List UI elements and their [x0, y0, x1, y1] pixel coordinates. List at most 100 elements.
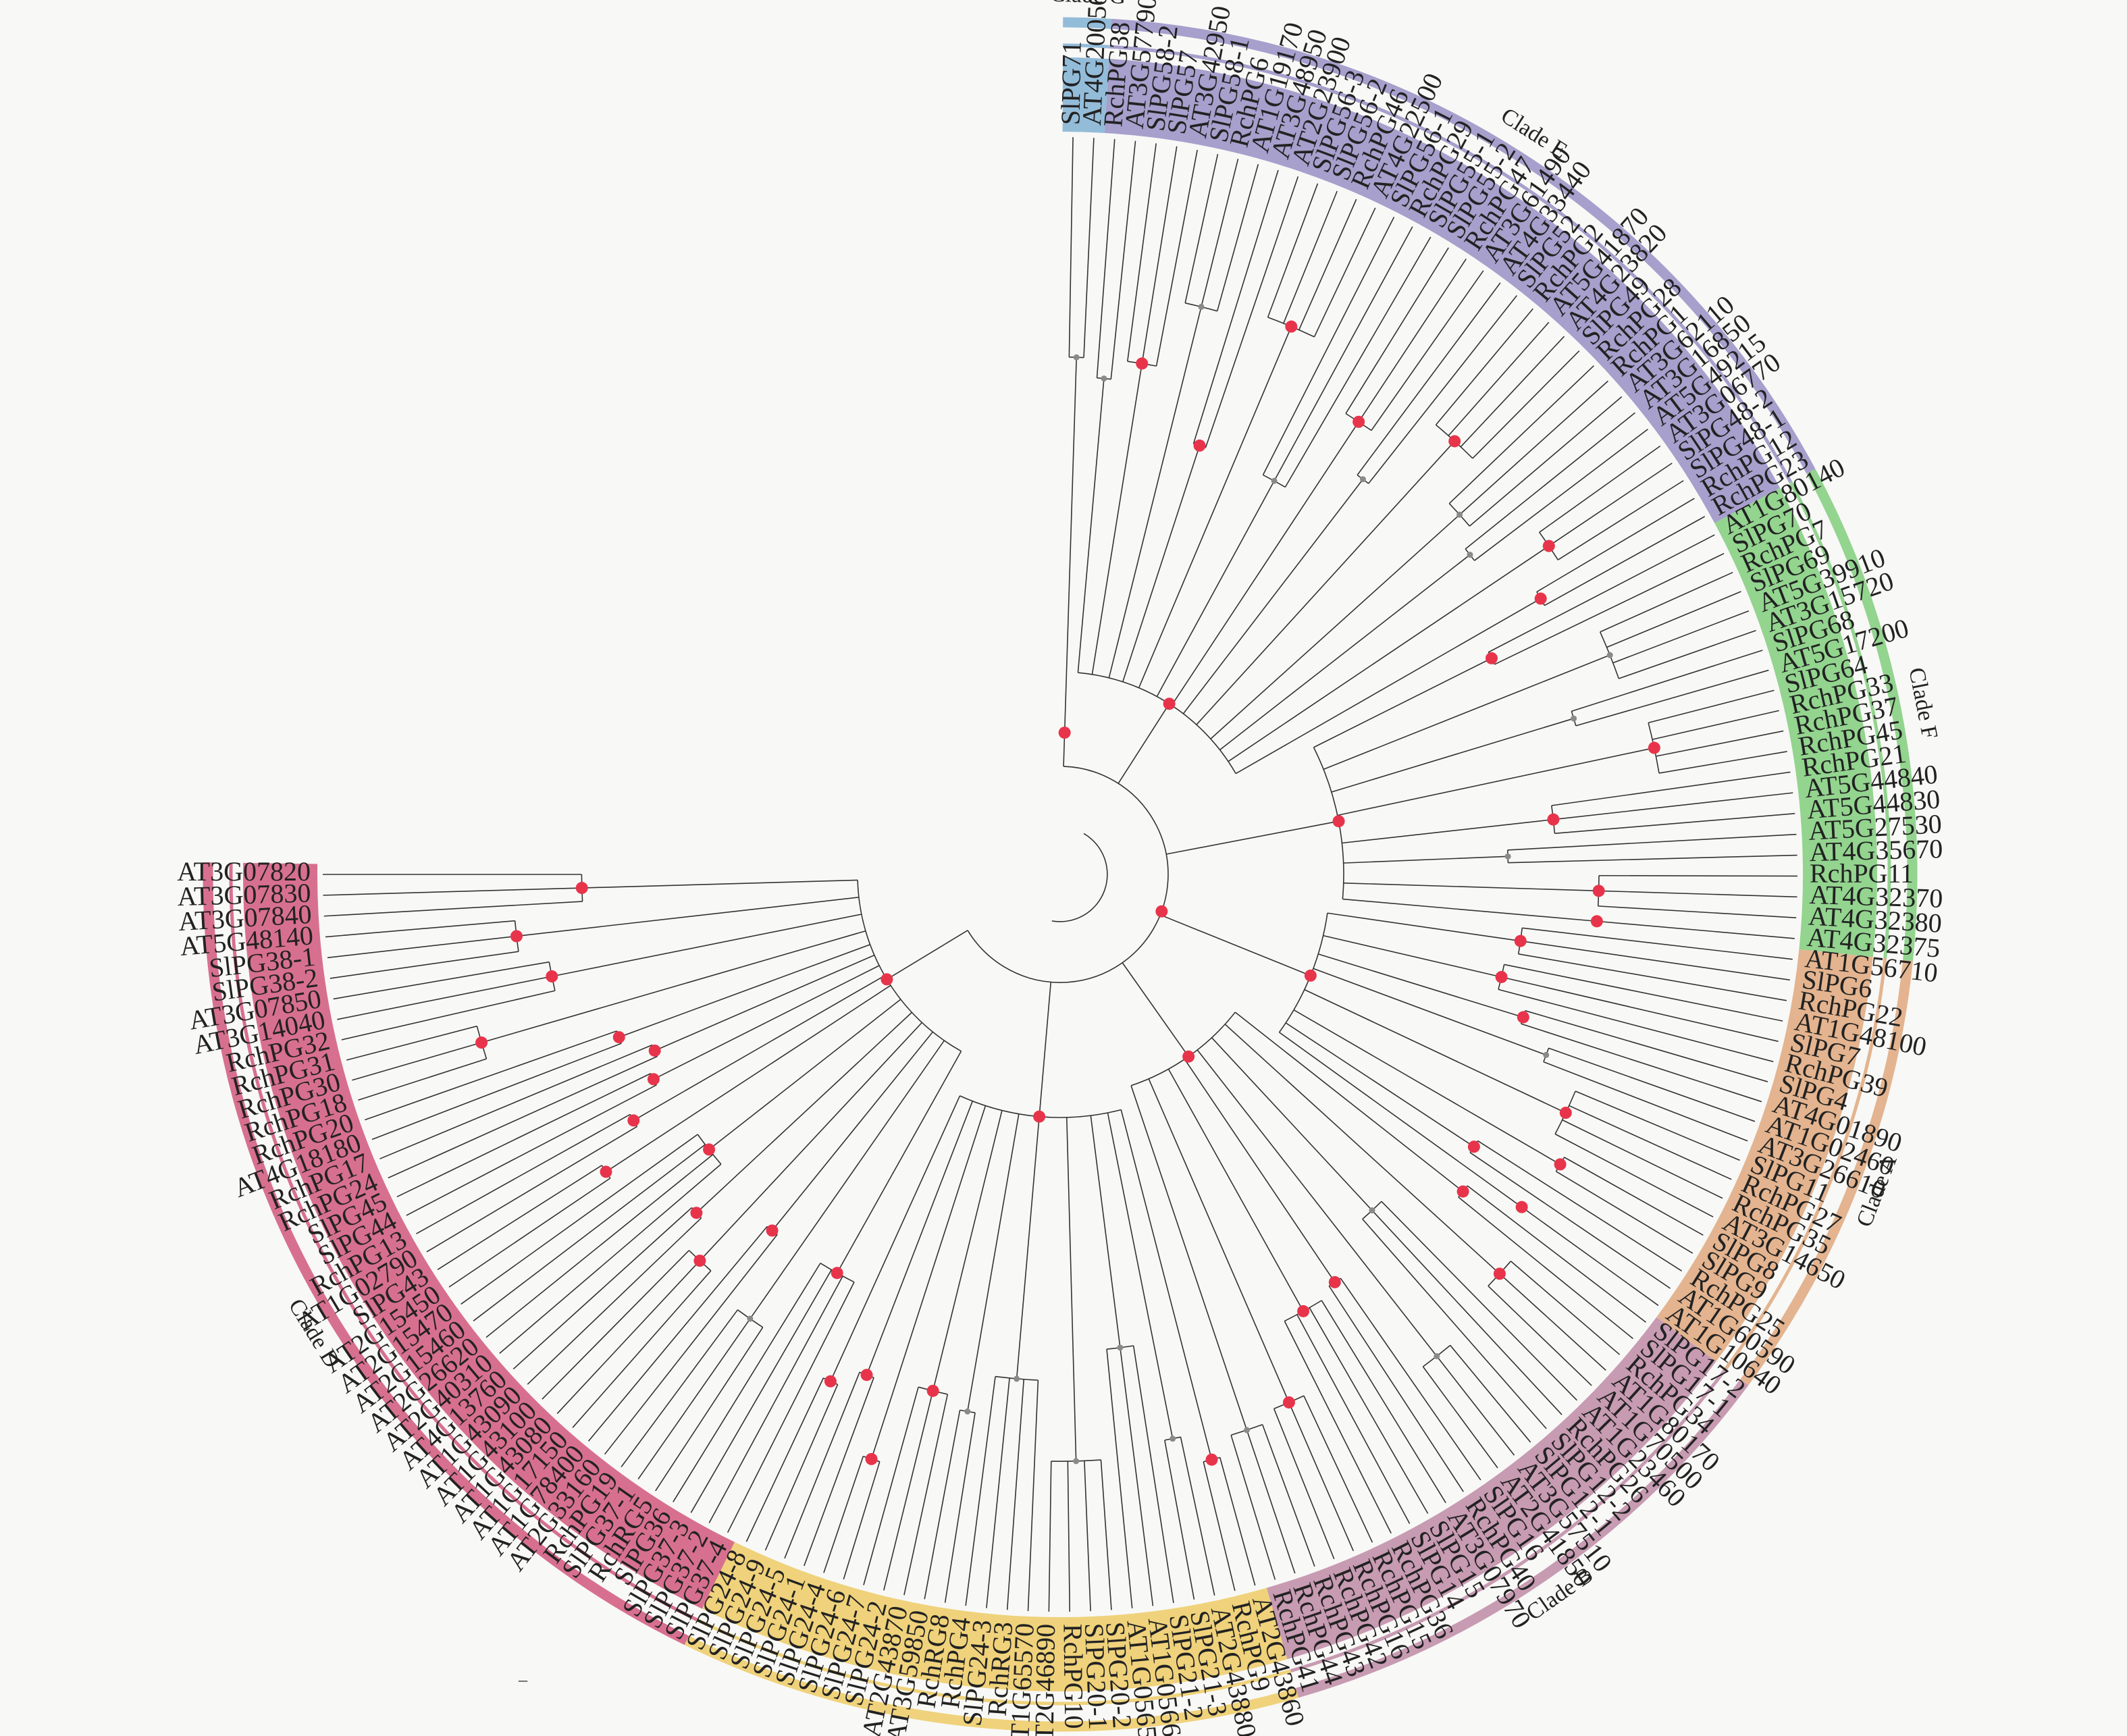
branch [1224, 1024, 1500, 1275]
bootstrap-marker [766, 1224, 779, 1237]
branch [1488, 1286, 1592, 1386]
branch [1520, 940, 1790, 981]
bootstrap-marker [546, 970, 558, 983]
branch [346, 1025, 477, 1061]
node-marker [1271, 477, 1278, 484]
branch [604, 1234, 778, 1455]
branch [1130, 1085, 1248, 1431]
branch [1327, 912, 1521, 942]
bootstrap-marker [1515, 1201, 1528, 1213]
clade-ring-inner-5 [1290, 1367, 1728, 1673]
branch [1508, 854, 1797, 864]
branch [330, 951, 519, 979]
branch [708, 999, 901, 1151]
bootstrap-marker [1297, 1305, 1310, 1317]
branch [924, 1410, 961, 1600]
branch [1596, 920, 1795, 939]
branch [426, 1126, 637, 1253]
node-marker [1198, 303, 1205, 310]
node-marker [964, 1408, 971, 1415]
bootstrap-marker [1547, 813, 1560, 826]
branch [1273, 226, 1413, 481]
branch [830, 1095, 961, 1382]
branch [1381, 1201, 1577, 1401]
branch [1648, 689, 1775, 724]
branch [1141, 146, 1178, 364]
branch [1313, 207, 1376, 338]
leaf-label: AT1G65570 [1003, 1623, 1040, 1736]
bootstrap-marker [1182, 1050, 1195, 1063]
branch [1553, 792, 1793, 820]
branch [1180, 1437, 1215, 1596]
node-marker [1606, 652, 1613, 658]
bootstrap-marker [1304, 969, 1317, 982]
branch [1203, 1461, 1236, 1592]
clade-sectors [243, 57, 1877, 1691]
branch [1155, 149, 1198, 367]
branch [870, 1105, 987, 1460]
branch [653, 965, 880, 1080]
leaf-label: SlPG71 [1055, 41, 1087, 125]
branch [358, 1058, 487, 1101]
branch [1331, 718, 1574, 793]
branch [516, 897, 860, 937]
branch [1557, 480, 1684, 560]
branch [1230, 1435, 1276, 1580]
branch [1201, 159, 1239, 307]
branch [967, 766, 1169, 983]
clade-ring-outer-4 [1740, 959, 1913, 1386]
branch [1548, 1047, 1756, 1122]
branch [1328, 1286, 1464, 1492]
branch [572, 1270, 712, 1428]
node-marker [1170, 1436, 1176, 1442]
branch [1525, 1010, 1768, 1082]
node-marker [1073, 1458, 1080, 1465]
branch [654, 954, 875, 1051]
branch [416, 1113, 631, 1234]
bootstrap-marker [647, 1073, 660, 1086]
branch [1612, 610, 1750, 664]
branch [1090, 1115, 1121, 1348]
branch [1261, 1424, 1315, 1567]
branch [903, 1394, 949, 1596]
branch [1448, 321, 1550, 436]
branch [1219, 554, 1471, 751]
branch [1077, 378, 1105, 673]
branch [1575, 1090, 1740, 1161]
branch [1498, 989, 1774, 1063]
node-marker [1571, 715, 1577, 722]
clade-sector-2 [1104, 59, 1781, 523]
clade-sector-3 [1714, 488, 1877, 957]
clade-sector-1 [1062, 57, 1109, 133]
branch [1120, 1347, 1154, 1606]
branch [1108, 307, 1202, 679]
branch [1472, 350, 1580, 459]
branch [619, 944, 870, 1038]
branch [1569, 1105, 1732, 1180]
leaf-label: AT5G27530 [1808, 808, 1943, 846]
clade-sector-5 [1266, 1317, 1716, 1660]
branch [866, 1101, 973, 1375]
branch [1499, 1273, 1606, 1371]
branch [396, 1073, 652, 1198]
branch [365, 1030, 617, 1121]
branch [1543, 1061, 1748, 1142]
branch [1554, 813, 1795, 835]
bootstrap-marker [865, 1452, 878, 1465]
branch [556, 1260, 700, 1415]
branch [325, 920, 515, 938]
node-marker [1467, 552, 1473, 558]
branch [1138, 326, 1292, 688]
branch [1362, 1218, 1547, 1429]
branch [1564, 1157, 1704, 1236]
leaf-label: SlPG20-1 [1079, 1623, 1113, 1731]
bootstrap-marker [881, 973, 893, 986]
branch [1337, 747, 1655, 816]
branch [1228, 545, 1550, 762]
branch [1539, 445, 1661, 533]
branch [499, 1163, 722, 1354]
branch [1358, 259, 1467, 423]
clade-ring-inner-4 [1724, 957, 1887, 1370]
branch [1091, 363, 1143, 675]
